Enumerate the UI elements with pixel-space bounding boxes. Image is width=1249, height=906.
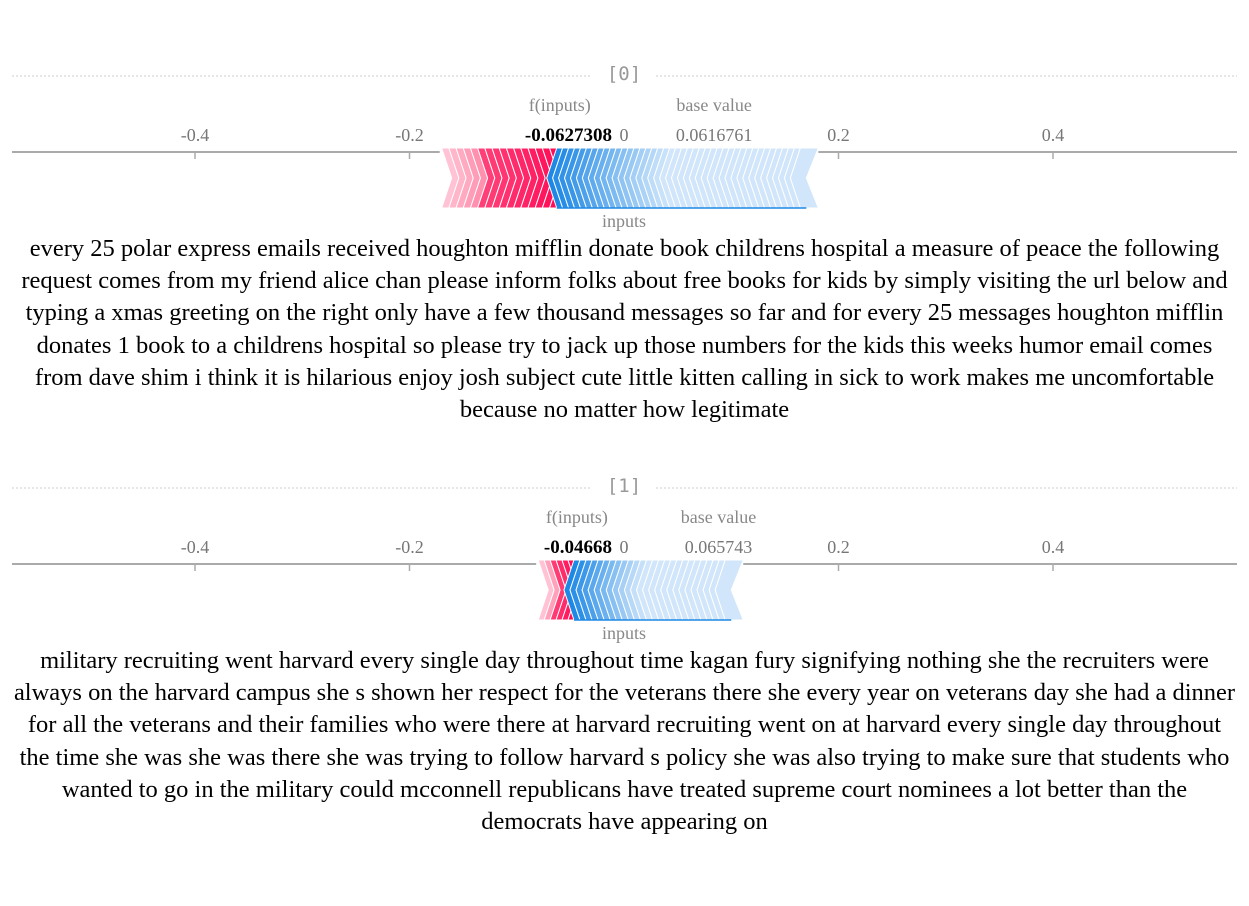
- sample-index-label: [0]: [607, 63, 641, 85]
- base-value: 0.0616761: [676, 125, 753, 145]
- base-value-label: base value: [676, 95, 751, 115]
- fx-label: f(inputs): [529, 95, 591, 116]
- input-text-1: military recruiting went harvard every s…: [13, 647, 1236, 836]
- inputs-label: inputs: [602, 623, 646, 643]
- force-plot-1: [1] -0.4 -0.2 0.2 0.4 f(inputs) -0.04668 0 base …: [12, 475, 1237, 643]
- x-tick-label-zero: 0: [620, 125, 629, 145]
- sample-index-label: [1]: [607, 475, 641, 497]
- x-tick-label-zero: 0: [620, 537, 629, 557]
- negative-feature-segment: [714, 559, 744, 621]
- input-text-0: every 25 polar express emails received h…: [21, 235, 1228, 424]
- x-tick-label: -0.4: [181, 537, 210, 557]
- x-tick-label: 0.2: [827, 537, 850, 557]
- base-value-label: base value: [681, 507, 756, 527]
- inputs-label: inputs: [602, 211, 646, 231]
- fx-label: f(inputs): [546, 507, 608, 528]
- x-tick-label: 0.2: [827, 125, 850, 145]
- x-tick-label: 0.4: [1042, 537, 1065, 557]
- x-tick-label: -0.2: [395, 537, 424, 557]
- negative-feature-segment: [789, 147, 820, 209]
- force-plot-panel-0: [0] -0.4 -0.2 0.2 0.4 f(inputs) -0.0627308 0 bas…: [0, 0, 1249, 440]
- fx-value: -0.04668: [544, 537, 612, 558]
- x-tick-label: -0.2: [395, 125, 424, 145]
- fx-value: -0.0627308: [525, 125, 612, 146]
- x-tick-label: -0.4: [181, 125, 210, 145]
- x-tick-label: 0.4: [1042, 125, 1065, 145]
- force-plot-0: [0] -0.4 -0.2 0.2 0.4 f(inputs) -0.0627308 0 bas…: [12, 63, 1237, 231]
- base-value: 0.065743: [685, 537, 753, 557]
- force-plot-panel-1: [1] -0.4 -0.2 0.2 0.4 f(inputs) -0.04668 0 base …: [0, 412, 1249, 906]
